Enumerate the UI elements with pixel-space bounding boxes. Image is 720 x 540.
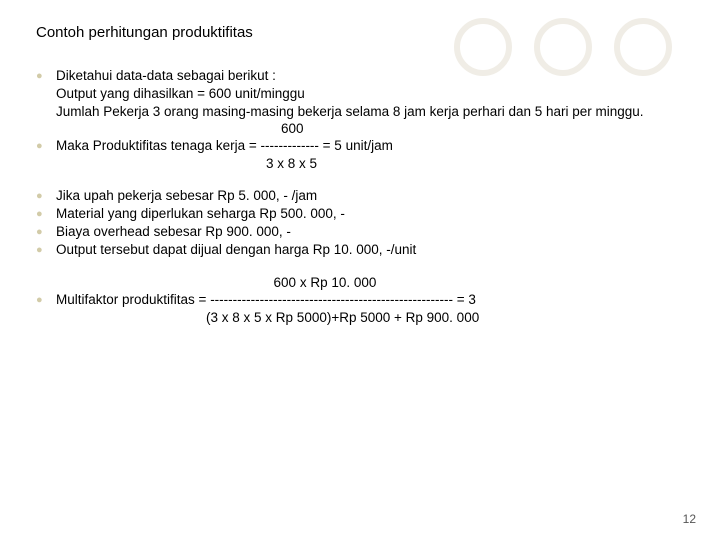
bullet-text: Multifaktor produktifitas = ------------… bbox=[56, 292, 476, 307]
bullet-item: Material yang diperlukan seharga Rp 500.… bbox=[36, 205, 692, 222]
page-number: 12 bbox=[683, 512, 696, 526]
slide-title: Contoh perhitungan produktifitas bbox=[36, 24, 692, 41]
fraction-denominator: 3 x 8 x 5 bbox=[36, 155, 692, 172]
bullet-text: Material yang diperlukan seharga Rp 500.… bbox=[56, 206, 345, 221]
bullet-text: Jika upah pekerja sebesar Rp 5. 000, - /… bbox=[56, 188, 317, 203]
bullet-item: Multifaktor produktifitas = ------------… bbox=[36, 291, 692, 308]
bullet-list: Multifaktor produktifitas = ------------… bbox=[36, 291, 692, 308]
bullet-list: Jika upah pekerja sebesar Rp 5. 000, - /… bbox=[36, 187, 692, 259]
bullet-item: Diketahui data-data sebagai berikut : bbox=[36, 67, 692, 84]
bullet-text: Maka Produktifitas tenaga kerja = ------… bbox=[56, 138, 393, 153]
bullet-item: Maka Produktifitas tenaga kerja = ------… bbox=[36, 137, 692, 154]
bullet-text: Biaya overhead sebesar Rp 900. 000, - bbox=[56, 224, 291, 239]
fraction-numerator: 600 x Rp 10. 000 bbox=[36, 274, 692, 291]
bullet-list: Diketahui data-data sebagai berikut : bbox=[36, 67, 692, 84]
slide-content: Contoh perhitungan produktifitas Diketah… bbox=[36, 24, 692, 326]
bullet-item: Jika upah pekerja sebesar Rp 5. 000, - /… bbox=[36, 187, 692, 204]
bullet-item: Output tersebut dapat dijual dengan harg… bbox=[36, 241, 692, 258]
bullet-list: Maka Produktifitas tenaga kerja = ------… bbox=[36, 137, 692, 154]
fraction-numerator: 600 bbox=[36, 120, 692, 137]
bullet-item: Biaya overhead sebesar Rp 900. 000, - bbox=[36, 223, 692, 240]
indent-line: Jumlah Pekerja 3 orang masing-masing bek… bbox=[36, 103, 692, 120]
bullet-text: Output tersebut dapat dijual dengan harg… bbox=[56, 242, 416, 257]
indent-line: Output yang dihasilkan = 600 unit/minggu bbox=[36, 85, 692, 102]
fraction-denominator: (3 x 8 x 5 x Rp 5000)+Rp 5000 + Rp 900. … bbox=[36, 309, 692, 326]
bullet-text: Diketahui data-data sebagai berikut : bbox=[56, 68, 276, 83]
